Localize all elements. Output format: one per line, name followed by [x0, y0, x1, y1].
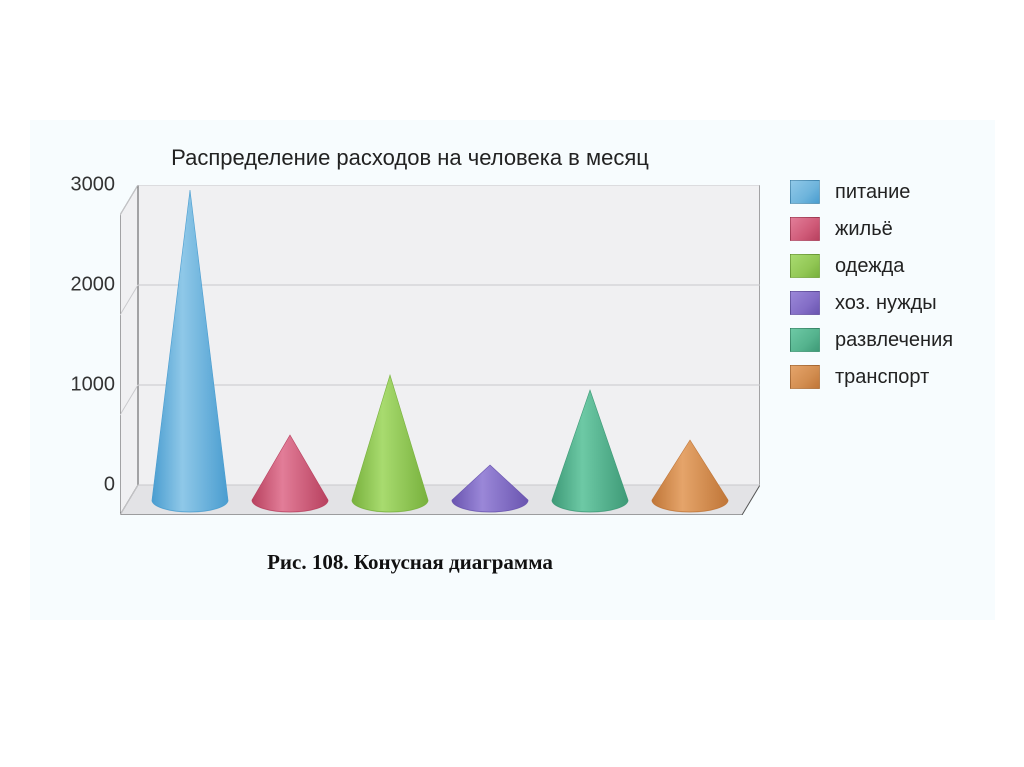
legend-item: питание	[790, 180, 980, 204]
legend-item: жильё	[790, 217, 980, 241]
legend-swatch	[790, 180, 820, 204]
legend-label: жильё	[835, 218, 893, 241]
page: Распределение расходов на человека в мес…	[0, 0, 1024, 767]
legend-label: развлечения	[835, 329, 953, 352]
legend-label: одежда	[835, 255, 904, 278]
legend-swatch	[790, 254, 820, 278]
y-axis: 0100020003000	[50, 185, 115, 515]
legend-swatch	[790, 328, 820, 352]
chart-title: Распределение расходов на человека в мес…	[30, 145, 790, 171]
legend-label: хоз. нужды	[835, 292, 937, 315]
legend: питание жильё одежда хоз. нужды развлечения т…	[790, 180, 980, 402]
back-wall	[138, 185, 760, 485]
legend-swatch	[790, 365, 820, 389]
y-tick-label: 2000	[50, 274, 115, 297]
side-wall	[120, 185, 138, 515]
y-tick-label: 1000	[50, 374, 115, 397]
plot-area	[120, 185, 760, 515]
legend-item: одежда	[790, 254, 980, 278]
chart-svg	[120, 185, 760, 515]
legend-swatch	[790, 217, 820, 241]
caption: Рис. 108. Конусная диаграмма	[30, 550, 790, 575]
legend-item: транспорт	[790, 365, 980, 389]
legend-label: питание	[835, 181, 910, 204]
legend-swatch	[790, 291, 820, 315]
legend-item: развлечения	[790, 328, 980, 352]
y-tick-label: 0	[50, 474, 115, 497]
legend-item: хоз. нужды	[790, 291, 980, 315]
legend-label: транспорт	[835, 366, 929, 389]
y-tick-label: 3000	[50, 174, 115, 197]
figure-container: Распределение расходов на человека в мес…	[30, 120, 995, 620]
